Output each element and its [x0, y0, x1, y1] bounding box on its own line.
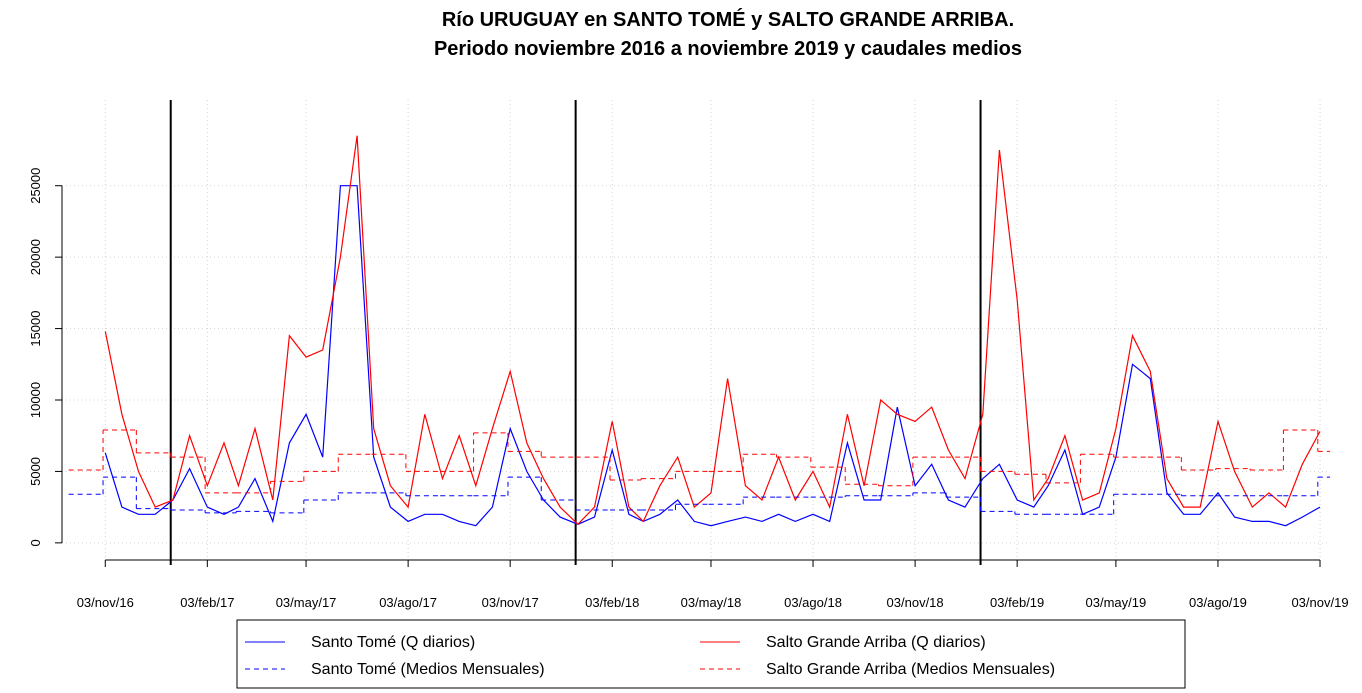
chart-title: Río URUGUAY en SANTO TOMÉ y SALTO GRANDE… — [442, 8, 1014, 31]
y-tick-label: 25000 — [28, 168, 43, 204]
x-tick-label: 03/may/17 — [276, 595, 337, 610]
legend-label: Santo Tomé (Q diarios) — [311, 634, 475, 651]
x-tick-label: 03/feb/17 — [180, 595, 234, 610]
x-tick-label: 03/feb/18 — [585, 595, 639, 610]
chart-subtitle: Periodo noviembre 2016 a noviembre 2019 … — [434, 38, 1022, 60]
x-tick-label: 03/ago/19 — [1189, 595, 1247, 610]
x-tick-label: 03/ago/17 — [379, 595, 437, 610]
x-tick-label: 03/nov/16 — [77, 595, 134, 610]
x-tick-label: 03/may/18 — [681, 595, 742, 610]
legend-label: Salto Grande Arriba (Q diarios) — [766, 634, 986, 651]
y-tick-label: 20000 — [28, 239, 43, 275]
legend-label: Santo Tomé (Medios Mensuales) — [311, 661, 545, 678]
y-tick-label: 15000 — [28, 310, 43, 346]
legend-label: Salto Grande Arriba (Medios Mensuales) — [766, 661, 1055, 678]
x-tick-label: 03/feb/19 — [990, 595, 1044, 610]
series-line — [104, 135, 1321, 526]
x-tick-label: 03/nov/18 — [887, 595, 944, 610]
x-tick-label: 03/nov/19 — [1291, 595, 1348, 610]
x-tick-label: 03/ago/18 — [784, 595, 842, 610]
x-tick-label: 03/nov/17 — [482, 595, 539, 610]
y-tick-label: 5000 — [28, 457, 43, 486]
y-tick-label: 0 — [28, 539, 43, 546]
x-tick-label: 03/may/19 — [1086, 595, 1147, 610]
legend-box — [236, 619, 1186, 689]
y-tick-label: 10000 — [28, 382, 43, 418]
